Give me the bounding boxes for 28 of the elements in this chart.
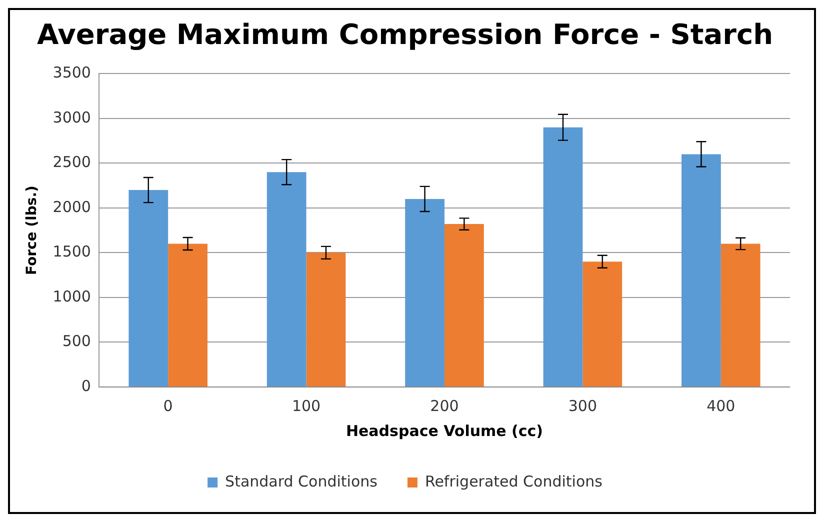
bar xyxy=(306,252,346,386)
x-tick-label: 0 xyxy=(163,396,173,415)
x-tick-label: 200 xyxy=(430,396,459,415)
bar xyxy=(128,190,168,386)
x-tick-label: 400 xyxy=(706,396,736,415)
y-tick-label: 3500 xyxy=(52,63,91,82)
y-tick-label: 500 xyxy=(62,332,91,350)
y-axis-title: Force (lbs.) xyxy=(24,186,40,276)
legend-label: Refrigerated Conditions xyxy=(424,472,603,490)
bar xyxy=(266,172,306,386)
y-tick-label: 2000 xyxy=(52,198,91,216)
x-axis-title: Headspace Volume (cc) xyxy=(346,422,544,440)
legend-label: Standard Conditions xyxy=(225,472,378,490)
x-tick-label: 100 xyxy=(292,396,321,415)
bar xyxy=(405,198,444,386)
bar xyxy=(543,127,583,386)
bar xyxy=(444,224,484,386)
y-tick-label: 3000 xyxy=(52,108,91,126)
y-tick-label: 1500 xyxy=(52,242,91,261)
y-tick-label: 2500 xyxy=(52,153,91,172)
y-tick-label: 1000 xyxy=(52,287,91,306)
bar xyxy=(682,154,721,386)
x-tick-label: 300 xyxy=(568,396,598,415)
bar xyxy=(720,244,760,386)
y-tick-label: 0 xyxy=(81,376,91,395)
bar xyxy=(168,244,208,386)
bar xyxy=(582,262,622,386)
chart-title: Average Maximum Compression Force - Starch xyxy=(36,18,774,52)
